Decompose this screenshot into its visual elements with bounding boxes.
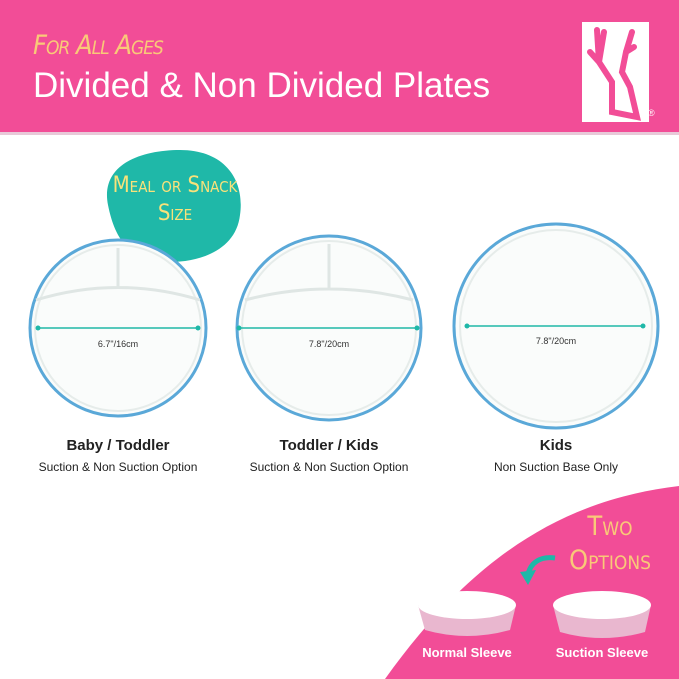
plate-label-baby-toddler: Baby / Toddler Suction & Non Suction Opt… <box>8 437 228 474</box>
plate-subtitle: Suction & Non Suction Option <box>249 460 409 474</box>
plate-label-toddler-kids: Toddler / Kids Suction & Non Suction Opt… <box>219 437 439 474</box>
plate-name: Kids <box>539 437 573 454</box>
suction-sleeve-label: Suction Sleeve <box>555 645 649 660</box>
two-options-heading: Two Options <box>569 511 651 576</box>
dimension-label: 7.8"/20cm <box>535 336 577 346</box>
plate-subtitle: Non Suction Base Only <box>493 460 619 474</box>
plate-name: Baby / Toddler <box>66 437 170 454</box>
registered-mark: ® <box>648 108 655 118</box>
tagline: For All Ages <box>33 30 164 61</box>
plate-baby-toddler <box>28 238 208 418</box>
plate-toddler-kids <box>235 234 423 422</box>
normal-sleeve-image <box>418 591 516 636</box>
page-title: Divided & Non Divided Plates <box>33 66 491 105</box>
plate-kids <box>452 222 660 430</box>
badge-blob <box>106 150 241 262</box>
normal-sleeve-label: Normal Sleeve <box>422 645 512 660</box>
dimension-label: 7.8"/20cm <box>308 339 350 349</box>
plate-label-kids: Kids Non Suction Base Only <box>446 437 666 474</box>
deer-logo-icon <box>582 22 649 122</box>
meal-snack-badge: Meal or Snack Size <box>112 173 238 226</box>
header-banner: For All Ages Divided & Non Divided Plate… <box>0 0 679 135</box>
dimension-label: 6.7"/16cm <box>97 339 139 349</box>
plate-subtitle: Suction & Non Suction Option <box>38 460 198 474</box>
suction-sleeve-image <box>553 591 651 638</box>
plate-name: Toddler / Kids <box>279 437 379 454</box>
